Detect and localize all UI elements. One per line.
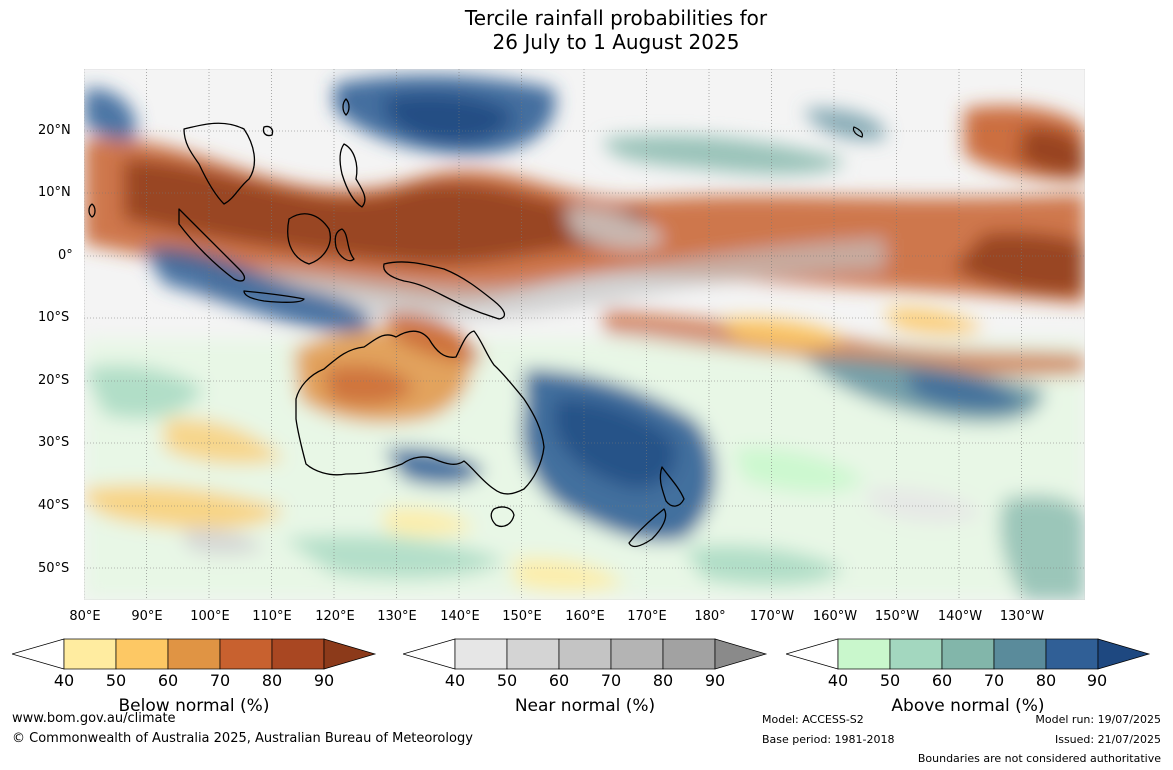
lon-label-150e: 150°E <box>502 609 542 624</box>
cbar-near-swatch-2 <box>506 638 560 670</box>
cbar-above-swatch-6 <box>1097 638 1151 670</box>
lon-label-180: 180° <box>694 609 726 624</box>
boundaries-disclaimer: Boundaries are not considered authoritat… <box>917 752 1161 765</box>
lon-label-170e: 170°E <box>627 609 667 624</box>
new-zealand-south-island <box>628 508 667 548</box>
cbar-above-swatch-2 <box>889 638 943 670</box>
lon-label-110e: 110°E <box>252 609 292 624</box>
below-tick-90: 90 <box>313 671 335 690</box>
new-guinea-coastline <box>383 261 506 320</box>
cbar-above-swatch-4 <box>993 638 1047 670</box>
below-tick-70: 70 <box>209 671 231 690</box>
cbar-near-swatch-4 <box>610 638 664 670</box>
lon-label-160e: 160°E <box>565 609 605 624</box>
lat-label-10s: 10°S <box>38 310 70 325</box>
lon-label-130e: 130°E <box>377 609 417 624</box>
lon-label-140w: 140°W <box>937 609 983 624</box>
lon-label-130w: 130°W <box>999 609 1045 624</box>
rainfall-probability-map <box>84 69 1085 600</box>
lon-label-120e: 120°E <box>315 609 355 624</box>
above-normal-title: Above normal (%) <box>891 696 1045 716</box>
cbar-near-swatch-6 <box>714 638 768 670</box>
lon-label-80e: 80°E <box>69 609 101 624</box>
copyright-notice: © Commonwealth of Australia 2025, Austra… <box>12 731 473 746</box>
cbar-below-swatch-6 <box>323 638 377 670</box>
cbar-near-swatch-3 <box>558 638 612 670</box>
above-tick-60: 60 <box>931 671 953 690</box>
hawaii-coastline <box>852 126 864 138</box>
new-zealand-north-island <box>659 466 685 507</box>
map-title-line2: 26 July to 1 August 2025 <box>492 30 740 54</box>
near-tick-80: 80 <box>652 671 674 690</box>
cbar-above-swatch-0 <box>786 638 839 670</box>
map-title-line1: Tercile rainfall probabilities for <box>464 6 768 30</box>
above-tick-80: 80 <box>1035 671 1057 690</box>
cbar-above-swatch-5 <box>1045 638 1099 670</box>
cbar-below-swatch-1 <box>63 638 117 670</box>
philippines-coastline <box>339 143 366 208</box>
lat-label-30s: 30°S <box>38 435 70 450</box>
below-tick-60: 60 <box>157 671 179 690</box>
base-period: Base period: 1981-2018 <box>762 733 895 746</box>
australia-coastline <box>295 330 545 495</box>
cbar-below-swatch-0 <box>12 638 65 670</box>
borneo-coastline <box>287 213 331 265</box>
lon-label-140e: 140°E <box>440 609 480 624</box>
below-normal-colorbar <box>12 638 377 670</box>
cbar-above-swatch-1 <box>837 638 891 670</box>
lon-label-150w: 150°W <box>874 609 920 624</box>
lon-label-160w: 160°W <box>812 609 858 624</box>
below-tick-50: 50 <box>105 671 127 690</box>
above-normal-colorbar <box>786 638 1151 670</box>
above-tick-50: 50 <box>879 671 901 690</box>
above-tick-40: 40 <box>827 671 849 690</box>
cbar-near-swatch-1 <box>454 638 508 670</box>
near-tick-90: 90 <box>704 671 726 690</box>
sulawesi-coastline <box>334 228 355 262</box>
cbar-below-swatch-2 <box>115 638 169 670</box>
below-normal-title: Below normal (%) <box>118 696 270 716</box>
near-normal-title: Near normal (%) <box>514 696 656 716</box>
cbar-above-swatch-3 <box>941 638 995 670</box>
cbar-below-swatch-4 <box>219 638 273 670</box>
sumatra-coastline <box>178 208 246 282</box>
near-tick-50: 50 <box>496 671 518 690</box>
lat-label-40s: 40°S <box>38 498 70 513</box>
near-tick-40: 40 <box>444 671 466 690</box>
lat-label-equator: 0° <box>58 248 73 263</box>
near-tick-60: 60 <box>548 671 570 690</box>
taiwan-coastline <box>342 98 350 116</box>
lon-label-170w: 170°W <box>749 609 795 624</box>
tasmania-coastline <box>490 506 515 528</box>
java-coastline <box>243 290 305 303</box>
lon-label-100e: 100°E <box>190 609 230 624</box>
above-tick-90: 90 <box>1086 671 1108 690</box>
model-run-date: Model run: 19/07/2025 <box>1035 713 1161 726</box>
below-tick-40: 40 <box>53 671 75 690</box>
sri-lanka-coastline <box>88 203 96 218</box>
lat-label-50s: 50°S <box>38 561 70 576</box>
near-normal-colorbar <box>403 638 768 670</box>
cbar-near-swatch-0 <box>403 638 456 670</box>
lon-label-90e: 90°E <box>131 609 163 624</box>
hainan-coastline <box>262 125 274 137</box>
below-tick-80: 80 <box>261 671 283 690</box>
lat-label-20n: 20°N <box>38 123 71 138</box>
website-link[interactable]: www.bom.gov.au/climate <box>12 711 176 726</box>
lat-label-20s: 20°S <box>38 373 70 388</box>
above-tick-70: 70 <box>983 671 1005 690</box>
cbar-near-swatch-5 <box>662 638 716 670</box>
model-name: Model: ACCESS-S2 <box>762 713 864 726</box>
issued-date: Issued: 21/07/2025 <box>1054 733 1161 746</box>
cbar-below-swatch-5 <box>271 638 325 670</box>
near-tick-70: 70 <box>600 671 622 690</box>
indochina-coastline <box>183 122 256 205</box>
lat-label-10n: 10°N <box>38 185 71 200</box>
cbar-below-swatch-3 <box>167 638 221 670</box>
